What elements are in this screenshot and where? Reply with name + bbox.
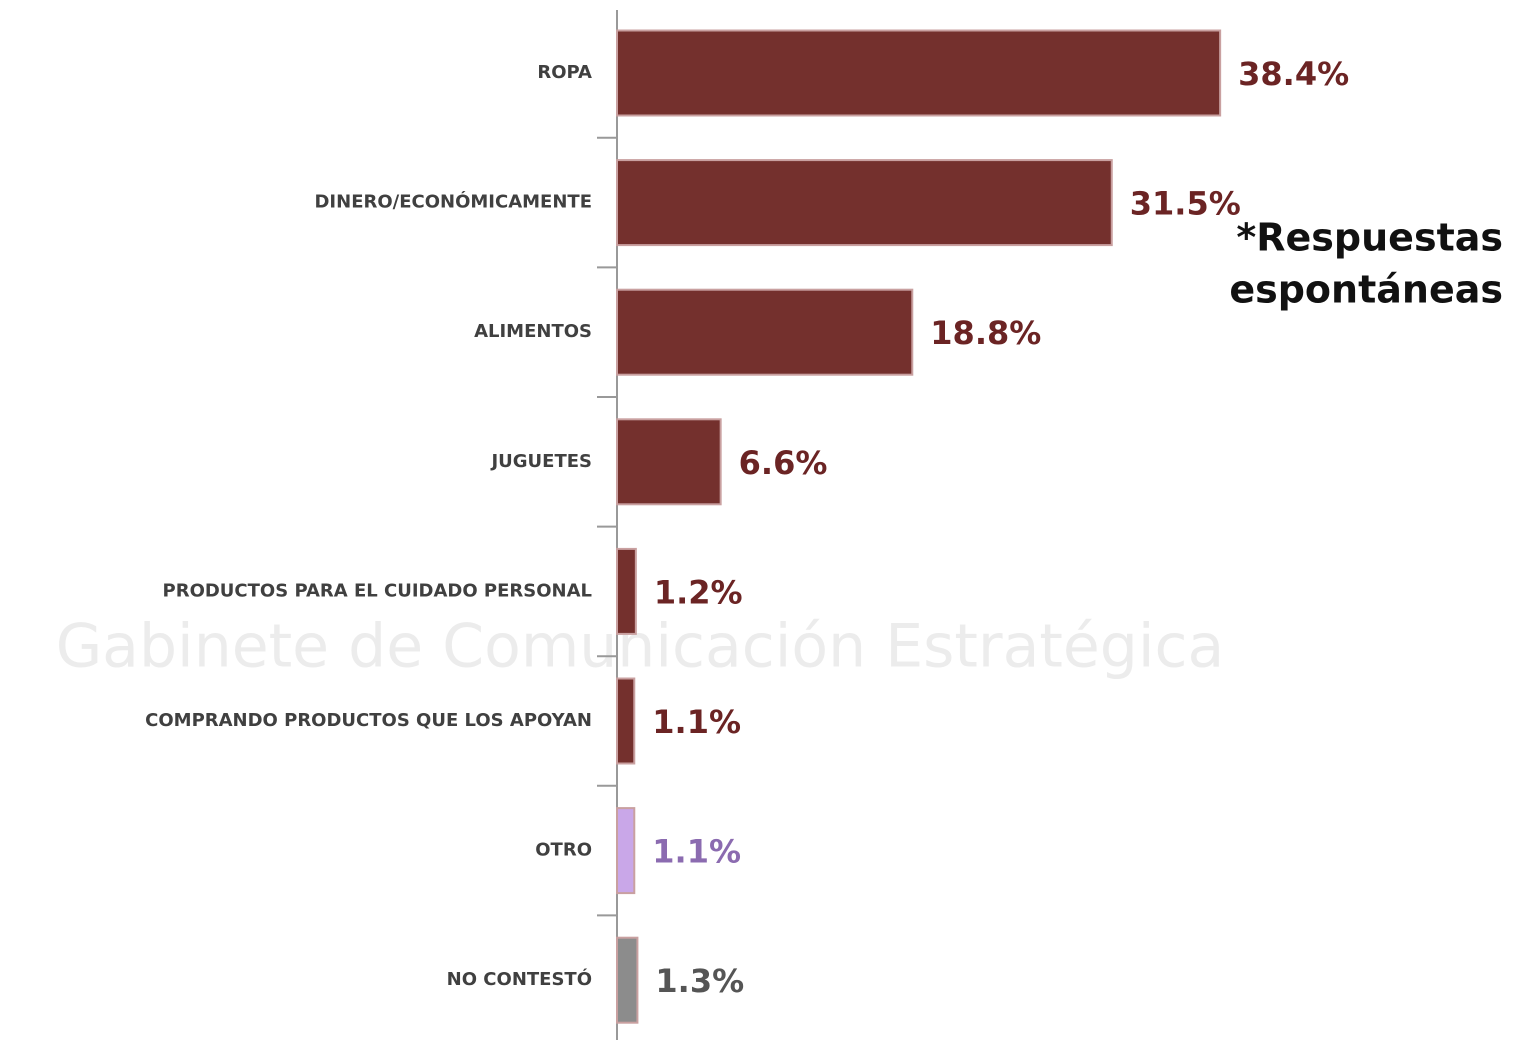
y-tick-label: ROPA (537, 62, 592, 83)
y-tick-label: ALIMENTOS (474, 321, 592, 342)
value-label: 38.4% (1238, 55, 1349, 93)
value-label: 31.5% (1130, 185, 1241, 223)
bar (616, 29, 1222, 117)
annotation: espontáneas (1229, 268, 1503, 312)
value-label: 1.3% (655, 962, 744, 1000)
value-label: 18.8% (930, 314, 1041, 352)
value-label: 6.6% (739, 444, 828, 482)
bar (616, 547, 637, 635)
y-tick-label: OTRO (535, 840, 592, 861)
bar (616, 936, 639, 1024)
y-tick-label: PRODUCTOS PARA EL CUIDADO PERSONAL (163, 580, 592, 601)
y-tick-label: JUGUETES (489, 451, 592, 472)
value-label: 1.1% (652, 703, 741, 741)
y-tick-label: COMPRANDO PRODUCTOS QUE LOS APOYAN (145, 710, 592, 731)
y-tick-label: DINERO/ECONÓMICAMENTE (314, 191, 592, 213)
value-label: 1.1% (652, 833, 741, 871)
bar (616, 418, 722, 506)
annotation: *Respuestas (1236, 216, 1503, 260)
value-label: 1.2% (654, 573, 743, 611)
y-tick-label: NO CONTESTÓ (447, 968, 592, 990)
bar (616, 677, 636, 765)
bar (616, 159, 1113, 247)
bar (616, 807, 636, 895)
bar (616, 288, 914, 376)
watermark: Gabinete de Comunicación Estratégica (56, 612, 1225, 682)
